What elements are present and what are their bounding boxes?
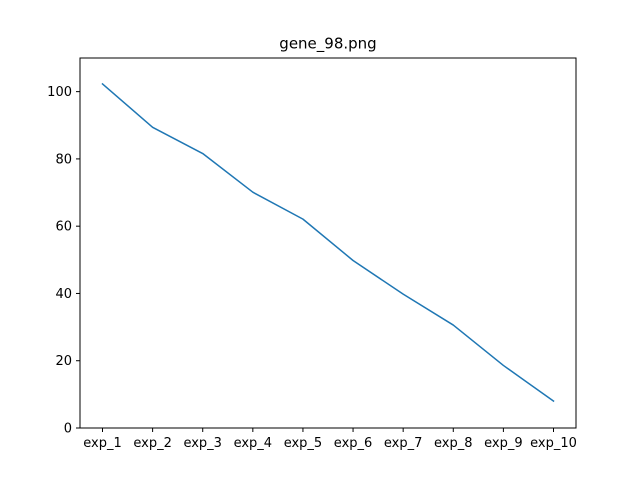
x-tick-label: exp_4 xyxy=(234,436,273,451)
x-tick-label: exp_6 xyxy=(334,436,373,451)
x-tick-label: exp_8 xyxy=(434,436,473,451)
series-line xyxy=(101,82,555,403)
y-tick-label: 100 xyxy=(47,85,72,100)
series-group xyxy=(101,82,555,403)
x-tick-label: exp_10 xyxy=(530,436,577,451)
x-tick-label: exp_3 xyxy=(183,436,222,451)
y-tick-label: 20 xyxy=(55,354,72,369)
y-axis: 0 20 40 60 80 100 xyxy=(47,85,80,437)
x-tick-label: exp_9 xyxy=(484,436,523,451)
plot-frame xyxy=(79,57,577,429)
y-tick-label: 80 xyxy=(55,152,72,167)
x-tick-label: exp_5 xyxy=(284,436,323,451)
x-tick-label: exp_1 xyxy=(83,436,122,451)
x-axis: exp_1 exp_2 exp_3 exp_4 exp_5 exp_6 exp_7 exp_8… xyxy=(83,428,577,451)
x-tick-label: exp_7 xyxy=(384,436,423,451)
y-tick-label: 40 xyxy=(55,287,72,302)
y-tick-label: 60 xyxy=(55,220,72,235)
x-tick-label: exp_2 xyxy=(133,436,172,451)
chart-title: gene_98.png xyxy=(279,35,376,54)
y-tick-label: 0 xyxy=(64,422,72,437)
